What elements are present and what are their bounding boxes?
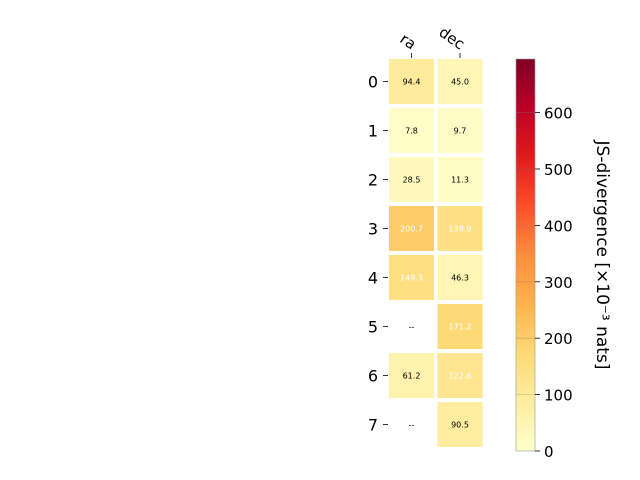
heatmap-cell — [437, 353, 483, 398]
heatmap-cell — [437, 304, 483, 349]
row-label: 3 — [368, 220, 378, 239]
row-label: 1 — [368, 122, 378, 141]
heatmap-cell — [389, 206, 434, 251]
cell-value-label: 90.5 — [451, 421, 469, 430]
column-labels: ra dec — [397, 23, 468, 58]
colorbar-tick-label: 100 — [544, 387, 573, 405]
cell-value-label: 45.0 — [451, 78, 469, 87]
cell-value-label: 200.7 — [400, 225, 423, 234]
cell-value-label: 28.5 — [403, 176, 421, 185]
cell-value-label: 46.3 — [451, 274, 469, 283]
cell-value-label: 7.8 — [405, 127, 418, 136]
row-label: 2 — [368, 171, 378, 190]
heatmap-cell — [389, 255, 434, 300]
cell-value-label: 149.3 — [400, 274, 423, 283]
row-label: 0 — [368, 73, 378, 92]
cell-value-label: -- — [409, 421, 415, 430]
row-label: 7 — [368, 416, 378, 435]
cell-value-label: 61.2 — [403, 372, 421, 381]
colorbar-tick-label: 200 — [544, 330, 573, 348]
cell-value-label: 11.3 — [451, 176, 469, 185]
heatmap-cell — [389, 157, 434, 202]
heatmap-cell — [437, 108, 483, 153]
column-label: ra — [397, 30, 420, 54]
column-label: dec — [436, 23, 468, 53]
colorbar-tick-label: 0 — [544, 443, 554, 461]
heatmap-cell — [389, 59, 434, 104]
heatmap-cell — [437, 157, 483, 202]
colorbar: 0 100 200 300 400 500 600 — [515, 58, 573, 461]
heatmap-grid: 94.4 45.0 7.8 9.7 28.5 11.3 200.7 139.9 149.3 46.… — [389, 59, 483, 447]
cell-value-label: 139.9 — [449, 225, 472, 234]
cell-value-label: -- — [409, 323, 415, 332]
cell-value-label: 9.7 — [454, 127, 467, 136]
colorbar-tick-label: 300 — [544, 274, 573, 292]
row-label: 5 — [368, 318, 378, 337]
colorbar-label: JS-divergence [×10⁻³ nats] — [592, 140, 612, 370]
colorbar-gradient — [515, 58, 536, 452]
colorbar-tick-label: 600 — [544, 105, 573, 123]
heatmap-cell — [437, 402, 483, 447]
cell-value-label: 94.4 — [403, 78, 421, 87]
heatmap-cell — [437, 206, 483, 251]
colorbar-tick-label: 500 — [544, 161, 573, 179]
row-label: 4 — [368, 269, 378, 288]
row-label: 6 — [368, 367, 378, 386]
heatmap-cell — [437, 59, 483, 104]
heatmap-cell — [437, 255, 483, 300]
heatmap-cell — [389, 353, 434, 398]
cell-value-label: 122.6 — [449, 372, 472, 381]
row-labels: 0 1 2 3 4 5 6 7 — [368, 73, 388, 435]
colorbar-tick-label: 400 — [544, 217, 573, 235]
cell-value-label: 171.2 — [449, 323, 472, 332]
heatmap-cell — [389, 108, 434, 153]
